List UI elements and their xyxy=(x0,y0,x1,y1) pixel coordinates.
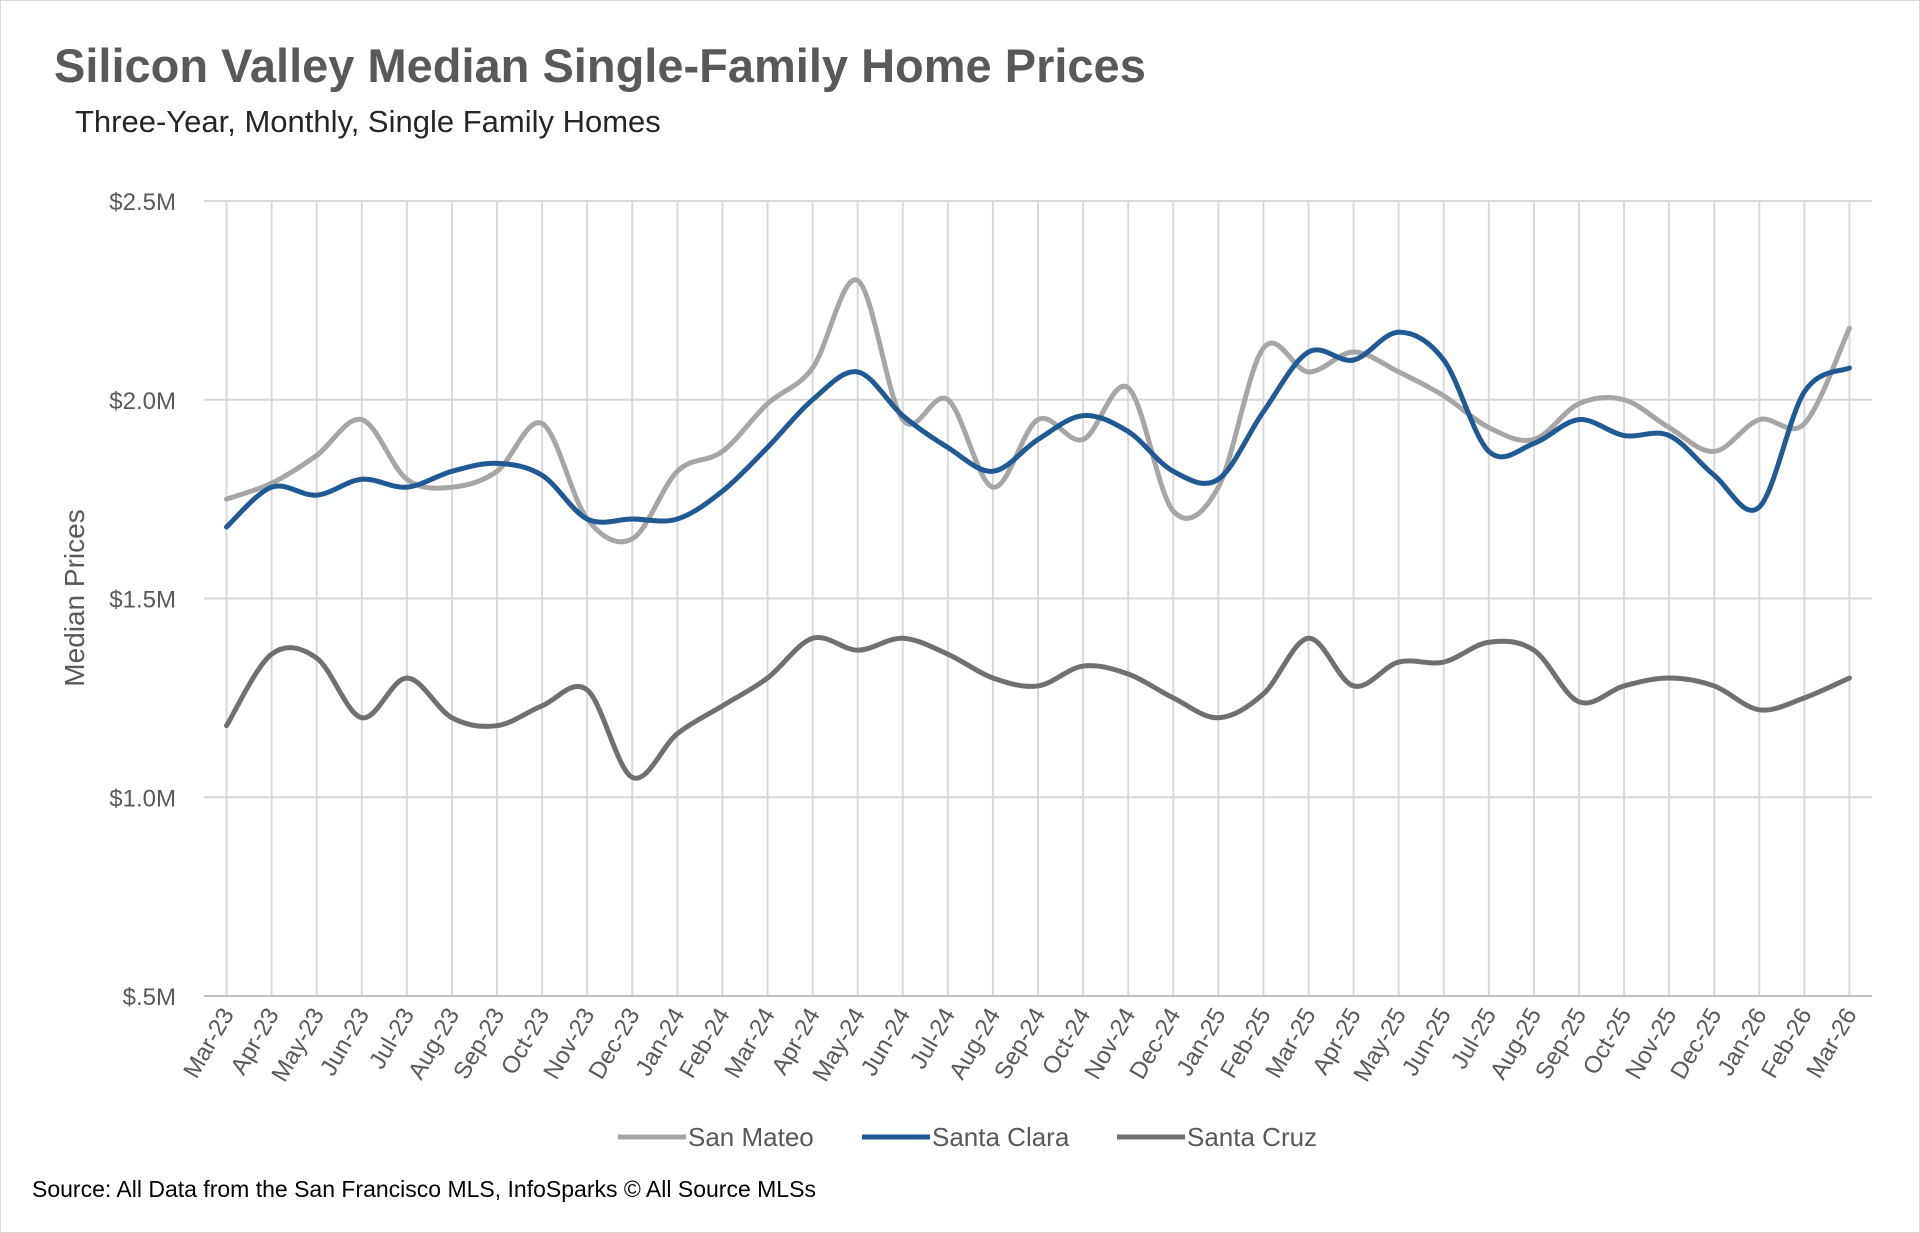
series-line-santa-cruz xyxy=(224,634,1852,781)
y-tick-label: $1.0M xyxy=(109,785,176,812)
series-line-santa-clara xyxy=(224,329,1852,530)
grid-lines xyxy=(204,200,1872,997)
y-tick-label: $1.5M xyxy=(109,587,176,614)
series-lines xyxy=(224,277,1852,781)
legend-label-san-mateo: San Mateo xyxy=(688,1122,814,1152)
y-tick-label: $2.0M xyxy=(109,388,176,415)
y-axis-ticks: $.5M $1.0M $1.5M $2.0M $2.5M xyxy=(109,189,176,1011)
chart-title: Silicon Valley Median Single-Family Home… xyxy=(54,39,1146,92)
x-tick-label: Mar-23 xyxy=(178,1004,239,1083)
y-tick-label: $.5M xyxy=(123,984,176,1011)
legend: San Mateo Santa Clara Santa Cruz xyxy=(618,1122,1317,1152)
legend-label-santa-cruz: Santa Cruz xyxy=(1187,1122,1317,1152)
legend-label-santa-clara: Santa Clara xyxy=(932,1122,1070,1152)
series-line-san-mateo xyxy=(224,277,1852,545)
y-tick-label: $2.5M xyxy=(109,189,176,216)
y-axis-label: Median Prices xyxy=(59,509,90,686)
x-axis-ticks: Mar-23Apr-23May-23Jun-23Jul-23Aug-23Sep-… xyxy=(178,1004,1862,1087)
source-note: Source: All Data from the San Francisco … xyxy=(32,1176,816,1202)
chart-subtitle: Three-Year, Monthly, Single Family Homes xyxy=(75,104,661,139)
